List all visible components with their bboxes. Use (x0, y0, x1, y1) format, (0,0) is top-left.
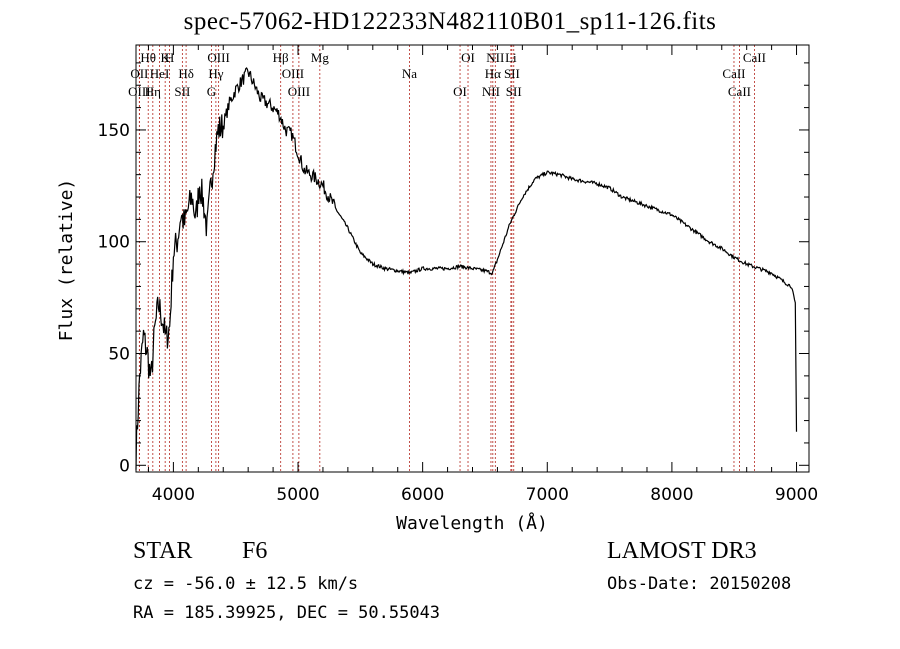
emission-line-label: OIII (288, 84, 310, 99)
emission-line-label: OIII (128, 84, 150, 99)
plot-frame (135, 44, 810, 473)
observation-date: Obs-Date: 20150208 (607, 574, 792, 594)
y-tick-label: 100 (98, 233, 130, 253)
emission-line-label: Hγ (208, 66, 223, 81)
emission-line-label: OI (453, 84, 467, 99)
emission-line-label: Mg (311, 50, 330, 65)
emission-line-label: Hθ (140, 50, 156, 65)
emission-line-label: CaII (743, 50, 766, 65)
x-tick-label: 6000 (401, 485, 444, 505)
emission-line-label: CaII (722, 66, 745, 81)
emission-line-label: CaII (728, 84, 751, 99)
y-tick-label: 0 (119, 456, 130, 476)
emission-line-label: Hβ (273, 50, 289, 65)
object-class: STAR (133, 538, 193, 564)
y-axis-label: Flux (relative) (56, 179, 77, 342)
emission-line-label: OIII (207, 50, 229, 65)
x-axis-label: Wavelength (Å) (396, 512, 548, 534)
emission-line-label: OIII (282, 66, 304, 81)
emission-line-label: NII (486, 50, 504, 65)
y-axis: 0 50 100 150 (98, 62, 809, 476)
emission-line-label: Li (505, 50, 517, 65)
emission-line-label: SII (506, 84, 522, 99)
emission-line-label: G (207, 84, 216, 99)
emission-lines (138, 45, 755, 472)
emission-line-label: HeI (150, 66, 170, 81)
emission-line-label: SII (504, 66, 520, 81)
survey-name: LAMOST DR3 (607, 538, 757, 564)
emission-line-label: Hη (145, 84, 161, 99)
emission-line-label: NII (482, 84, 500, 99)
emission-line-label: OII (130, 66, 148, 81)
emission-line-label: Na (402, 66, 417, 81)
emission-line-labels: HθOIIOIIIKHeIHηHHδSIIOIIIHγGHβOIIIOIIIMg… (128, 50, 766, 99)
x-tick-label: 5000 (276, 485, 319, 505)
chart-title: spec-57062-HD122233N482110B01_sp11-126.f… (183, 8, 717, 35)
object-subclass: F6 (242, 538, 268, 564)
emission-line-label: OI (461, 50, 475, 65)
x-tick-label: 4000 (152, 485, 195, 505)
spectrum-series-line (135, 67, 798, 470)
y-tick-label: 150 (98, 121, 130, 141)
ra-dec-coordinates: RA = 185.39925, DEC = 50.55043 (133, 603, 441, 623)
redshift-cz: cz = -56.0 ± 12.5 km/s (133, 574, 359, 594)
x-tick-label: 9000 (775, 485, 818, 505)
x-axis: 4000 5000 6000 7000 8000 9000 (147, 45, 818, 505)
emission-line-label: H (165, 50, 174, 65)
emission-line-label: SII (174, 84, 190, 99)
y-tick-label: 50 (108, 345, 130, 365)
emission-line-label: Hα (485, 66, 501, 81)
x-tick-label: 7000 (526, 485, 569, 505)
x-tick-label: 8000 (650, 485, 693, 505)
emission-line-label: K (160, 50, 170, 65)
emission-line-label: Hδ (178, 66, 194, 81)
